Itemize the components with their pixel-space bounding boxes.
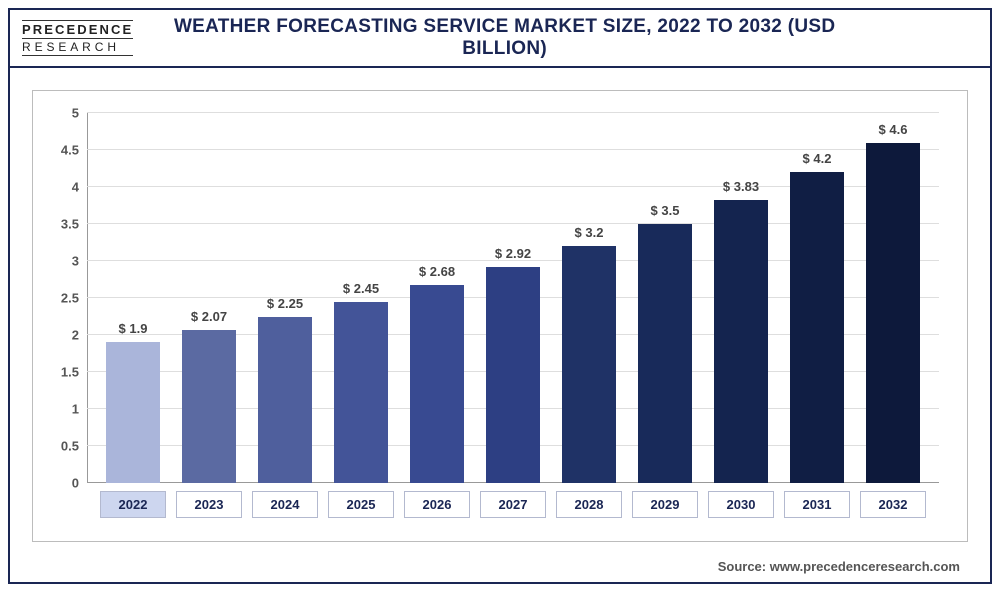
chart-area: 00.511.522.533.544.55$ 1.9$ 2.07$ 2.25$ … [32, 90, 968, 542]
y-tick-label: 3.5 [61, 217, 87, 232]
bar-column: $ 2.07 [171, 113, 247, 483]
bar-column: $ 2.45 [323, 113, 399, 483]
x-axis-label: 2028 [556, 491, 622, 518]
chart-title: WEATHER FORECASTING SERVICE MARKET SIZE,… [151, 16, 978, 60]
y-tick-label: 1.5 [61, 365, 87, 380]
bar-value-label: $ 3.83 [723, 179, 759, 194]
bar-column: $ 2.68 [399, 113, 475, 483]
bar-column: $ 3.5 [627, 113, 703, 483]
y-tick-label: 4 [72, 180, 87, 195]
bar [790, 172, 845, 483]
y-tick-label: 4.5 [61, 143, 87, 158]
x-axis-label: 2029 [632, 491, 698, 518]
bar [182, 330, 237, 483]
x-axis-label: 2025 [328, 491, 394, 518]
bar-value-label: $ 3.5 [651, 203, 680, 218]
bar-value-label: $ 2.25 [267, 296, 303, 311]
bar-value-label: $ 2.92 [495, 246, 531, 261]
bar-value-label: $ 4.6 [879, 122, 908, 137]
y-tick-label: 2 [72, 328, 87, 343]
bar-column: $ 2.92 [475, 113, 551, 483]
chart-header: PRECEDENCE RESEARCH WEATHER FORECASTING … [10, 10, 990, 68]
y-tick-label: 0.5 [61, 439, 87, 454]
x-axis-labels: 2022 2023 2024 2025 2026 2027 2028 2029 2030 2031… [87, 483, 939, 518]
bar [562, 246, 617, 483]
bar-column: $ 3.83 [703, 113, 779, 483]
y-tick-label: 3 [72, 254, 87, 269]
bar-column: $ 4.6 [855, 113, 931, 483]
x-axis-label: 2026 [404, 491, 470, 518]
x-axis-label: 2024 [252, 491, 318, 518]
bar [866, 143, 921, 483]
x-axis-label: 2030 [708, 491, 774, 518]
bar [334, 302, 389, 483]
x-axis-label: 2027 [480, 491, 546, 518]
bars-container: $ 1.9 $ 2.07 $ 2.25 $ 2.45 $ 2.68 $ 2.92 $ 3.2… [87, 113, 939, 483]
bar [258, 317, 313, 484]
bar-column: $ 2.25 [247, 113, 323, 483]
y-tick-label: 5 [72, 106, 87, 121]
logo-line2: RESEARCH [22, 39, 133, 56]
chart-frame: PRECEDENCE RESEARCH WEATHER FORECASTING … [8, 8, 992, 584]
bar-value-label: $ 4.2 [803, 151, 832, 166]
bar-column: $ 3.2 [551, 113, 627, 483]
brand-logo: PRECEDENCE RESEARCH [22, 20, 133, 56]
bar [410, 285, 465, 483]
bar [714, 200, 769, 483]
x-axis-label: 2023 [176, 491, 242, 518]
bar-value-label: $ 2.68 [419, 264, 455, 279]
bar-column: $ 1.9 [95, 113, 171, 483]
y-tick-label: 2.5 [61, 291, 87, 306]
x-axis-label: 2032 [860, 491, 926, 518]
bar-value-label: $ 3.2 [575, 225, 604, 240]
x-axis-label: 2022 [100, 491, 166, 518]
y-tick-label: 0 [72, 476, 87, 491]
bar [106, 342, 161, 483]
plot-area: 00.511.522.533.544.55$ 1.9$ 2.07$ 2.25$ … [87, 113, 939, 483]
x-axis-label: 2031 [784, 491, 850, 518]
bar [486, 267, 541, 483]
source-attribution: Source: www.precedenceresearch.com [718, 559, 960, 574]
logo-line1: PRECEDENCE [22, 20, 133, 39]
bar-column: $ 4.2 [779, 113, 855, 483]
bar-value-label: $ 2.07 [191, 309, 227, 324]
bar-value-label: $ 1.9 [119, 321, 148, 336]
y-tick-label: 1 [72, 402, 87, 417]
bar-value-label: $ 2.45 [343, 281, 379, 296]
bar [638, 224, 693, 483]
